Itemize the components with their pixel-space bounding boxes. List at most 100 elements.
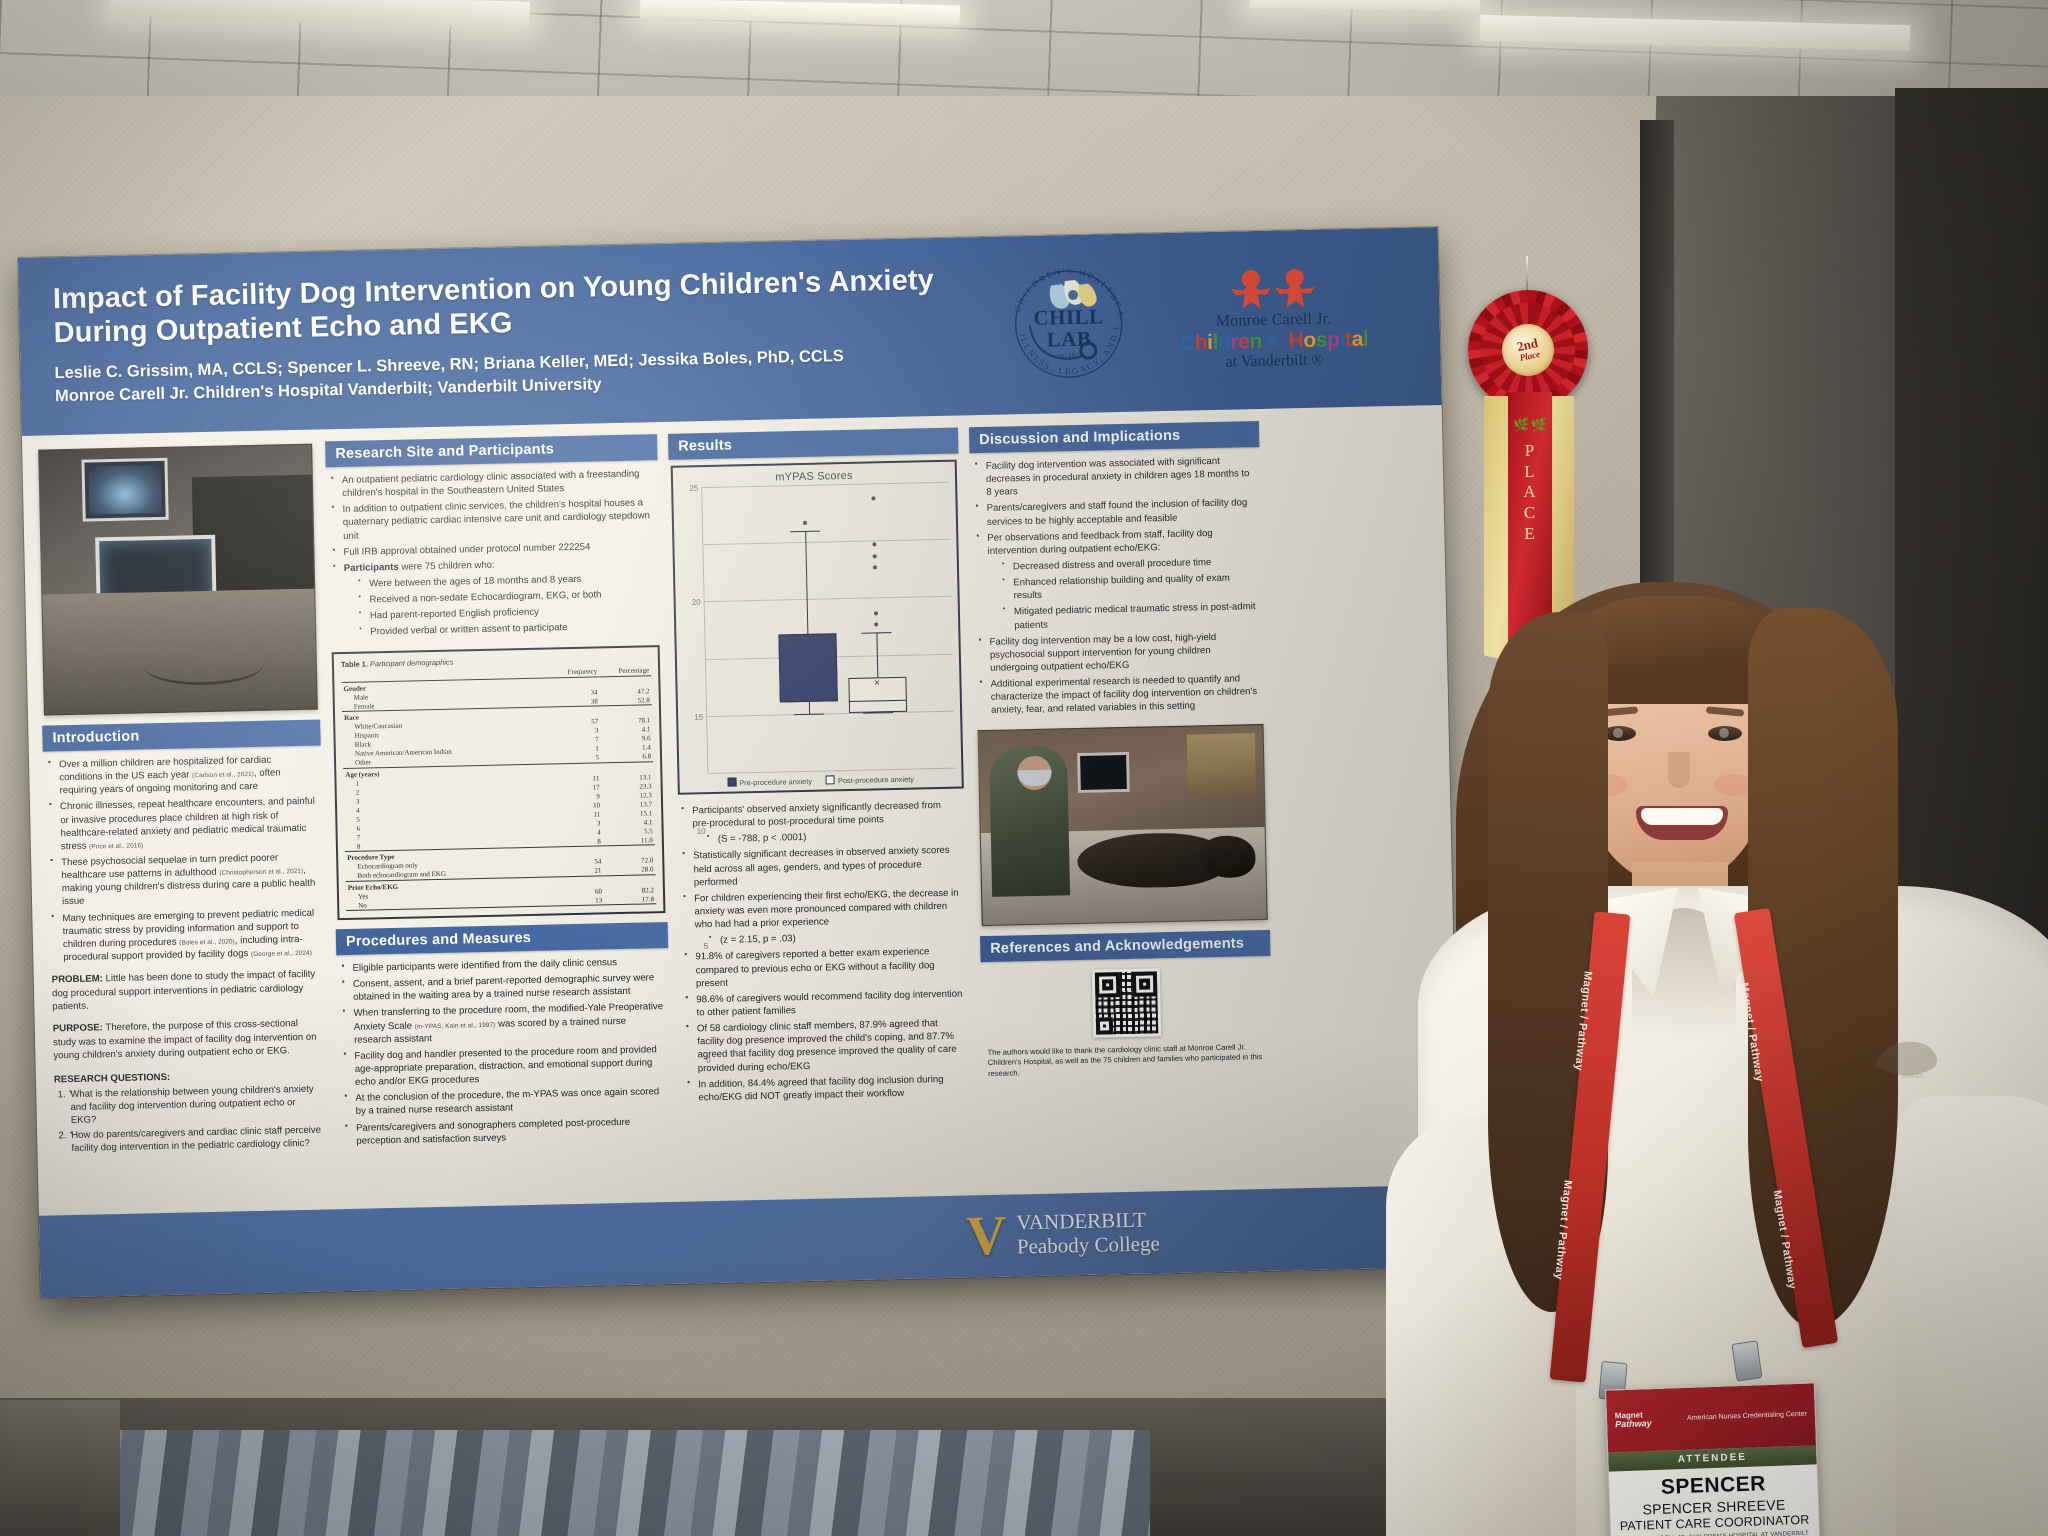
participant-demographics-table: Table 1. Participant demographics Freque… (331, 644, 666, 921)
box-iqr (778, 632, 839, 703)
discussion-bullet-list: Facility dog intervention was associated… (974, 454, 1260, 718)
poster-body: Introduction Over a million children are… (22, 405, 1459, 1216)
mouth (1636, 806, 1728, 840)
list-item: Enhanced relationship building and quali… (1001, 571, 1257, 603)
legend-label: Pre-procedure anxiety (739, 776, 813, 788)
photo-echo-procedure-room (38, 443, 318, 716)
legend-item-post: Post-procedure anxiety (825, 774, 915, 786)
chart-legend: Pre-procedure anxiety Post-procedure anx… (686, 773, 956, 789)
research-question-list: What is the relationship between young c… (68, 1082, 323, 1155)
table-caption-label: Table 1. (340, 659, 369, 669)
list-item: These psychosocial sequelae in turn pred… (49, 851, 318, 909)
carpet (0, 1430, 1150, 1536)
laurel-wreath-icon: 🌿 🌿 (1513, 417, 1547, 432)
chill-lab-line2: LAB (1046, 326, 1092, 352)
vanderbilt-v-mark: V (965, 1204, 1008, 1268)
poster-column-left: Introduction Over a million children are… (36, 442, 331, 1216)
ceiling (0, 0, 2048, 112)
list-item: Provided verbal or written assent to par… (358, 620, 655, 640)
list-item: Statistically significant decreases in o… (681, 844, 962, 890)
purpose-statement: PURPOSE: Therefore, the purpose of this … (53, 1017, 322, 1063)
citation: (m-YPAS; Kain et al., 1997) (414, 1021, 496, 1031)
purpose-label: PURPOSE: (52, 1022, 104, 1035)
outlier-point (871, 542, 877, 547)
mean-marker: × (873, 677, 881, 690)
monroe-carell-line1: Monroe Carell Jr. (1215, 309, 1332, 330)
conference-badge: Magnet Pathway American Nurses Credentia… (1604, 1382, 1822, 1536)
list-item: How do parents/caregivers and cardiac cl… (69, 1124, 324, 1156)
chill-lab-logo: CHILDREN'S HEALTHCARE ILLNESS, LEGACY, A… (1002, 254, 1131, 387)
poster-column-methods: Research Site and Participants An outpat… (325, 434, 674, 1209)
section-body-discussion: Facility dog intervention was associated… (969, 447, 1265, 723)
list-item: Over a million children are hospitalized… (47, 753, 316, 798)
citation: (Price et al., 2016) (89, 842, 144, 851)
list-item: Chronic illnesses, repeat healthcare enc… (48, 795, 317, 853)
whisker-cap (794, 713, 825, 715)
legend-label: Post-procedure anxiety (837, 774, 915, 786)
shirt-embroidered-logo: Search (1866, 1026, 1958, 1082)
poster-presenter: Search Magnet / Pathway Magnet / Pathway… (1386, 556, 2048, 1536)
outlier-point (803, 521, 808, 526)
section-body-introduction: Over a million children are hospitalized… (43, 746, 330, 1160)
section-body-results: Participants' observed anxiety significa… (676, 796, 973, 1109)
outlier-point (873, 611, 878, 616)
list-item: 98.6% of caregivers would recommend faci… (684, 987, 965, 1019)
badge-event-org: American Nurses Credentialing Center (1687, 1410, 1808, 1423)
list-item: Of 58 cardiology clinic staff members, 8… (685, 1017, 966, 1076)
citation: (Boles et al., 2020) (179, 938, 235, 947)
monroe-carell-line2: Children's Hospital (1179, 327, 1369, 355)
poster-authors: Leslie C. Grissim, MA, CCLS; Spencer L. … (54, 341, 1031, 409)
badge-identity: SPENCER SPENCER SHREEVE PATIENT CARE COO… (1609, 1464, 1820, 1536)
list-item: Additional experimental research is need… (978, 672, 1259, 718)
list-item: At the conclusion of the procedure, the … (343, 1085, 665, 1118)
eye (1602, 726, 1636, 741)
citation: (Christopherson et al., 2021) (219, 868, 304, 877)
boxplot-post: × (844, 483, 908, 770)
list-item: Parents/caregivers and staff found the i… (975, 497, 1256, 529)
list-item: For children experiencing their first ec… (682, 886, 963, 948)
two-children-icon (1227, 268, 1320, 310)
poster-column-discussion: Discussion and Implications Facility dog… (968, 420, 1276, 1195)
monroe-carell-logo: Monroe Carell Jr. Children's Hospital at… (1152, 254, 1395, 385)
outlier-point (872, 565, 877, 570)
demographics-table: Frequency Percentage Gender Male 34 47.2 Fem… (341, 664, 657, 911)
vanderbilt-wordmark: VANDERBILT Peabody College (1016, 1208, 1161, 1259)
cheek (1714, 774, 1754, 796)
list-item: Facility dog and handler presented to th… (342, 1043, 665, 1089)
list-item: In addition, 84.4% agreed that facility … (686, 1072, 967, 1104)
problem-statement: PROBLEM: Little has been done to study t… (52, 968, 321, 1014)
chill-lab-line1: CHILL (1033, 304, 1104, 330)
list-item: Mitigated pediatric medical traumatic st… (1002, 600, 1258, 632)
table-edge (0, 1400, 120, 1536)
nose (1668, 752, 1690, 788)
outlier-point (870, 496, 876, 501)
badge-event-header: Magnet Pathway American Nurses Credentia… (1605, 1383, 1816, 1453)
boxplot-pre (775, 484, 839, 771)
participants-label: Participants (343, 561, 399, 574)
introduction-bullet-list: Over a million children are hospitalized… (47, 753, 319, 965)
list-item: An outpatient pediatric cardiology clini… (330, 467, 652, 500)
legend-item-pre: Pre-procedure anxiety (727, 776, 812, 788)
research-site-bullet-list: An outpatient pediatric cardiology clini… (330, 467, 656, 640)
list-item: Participants were 75 children who: Were … (332, 555, 656, 640)
row-percentage: 17.8 (604, 894, 657, 905)
eye (1708, 726, 1742, 741)
list-item: Many techniques are emerging to prevent … (50, 906, 319, 964)
badge-clip (1731, 1340, 1763, 1382)
qr-code[interactable] (1091, 967, 1162, 1038)
vanderbilt-line2: Peabody College (1016, 1231, 1161, 1259)
badge-event-name: Magnet Pathway (1614, 1410, 1652, 1430)
research-questions: RESEARCH QUESTIONS: What is the relation… (54, 1067, 324, 1156)
arm (1896, 1096, 2048, 1536)
outlier-point (872, 553, 877, 559)
acknowledgement-text: The authors would like to thank the card… (987, 1041, 1263, 1078)
poster-title-block: Impact of Facility Dog Intervention on Y… (19, 262, 1031, 409)
list-item: (S = -788, p < .0001) (706, 828, 961, 847)
list-item: Facility dog intervention was associated… (974, 454, 1255, 500)
list-item: Participants' observed anxiety significa… (680, 799, 961, 848)
poster-header: Impact of Facility Dog Intervention on Y… (18, 227, 1442, 436)
page-title: Impact of Facility Dog Intervention on Y… (52, 264, 935, 350)
ribbon-pin (1526, 256, 1528, 296)
